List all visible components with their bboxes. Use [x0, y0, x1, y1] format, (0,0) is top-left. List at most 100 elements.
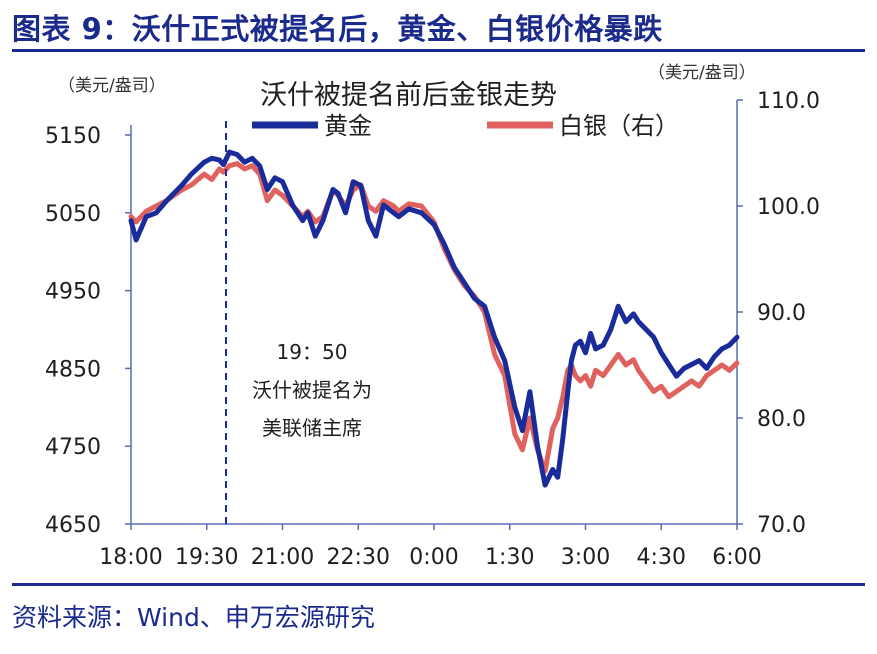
silver-point [528, 416, 532, 420]
silver-point [705, 374, 708, 377]
gold-point [735, 336, 739, 339]
silver-point [266, 199, 269, 202]
gold-point [682, 367, 686, 370]
left-tick-label: 4950 [45, 280, 101, 305]
silver-point [574, 374, 577, 377]
right-tick-label: 90.0 [757, 301, 806, 326]
gold-point [728, 343, 731, 347]
silver-point [637, 369, 640, 372]
gold-point [536, 445, 539, 448]
right-tick-label: 100.0 [757, 195, 820, 220]
gold-point [675, 375, 678, 378]
silver-point [218, 167, 221, 171]
gold-point [609, 328, 612, 331]
gold-point [442, 242, 446, 246]
silver-point [579, 379, 582, 383]
legend: 黄金 白银（右） [252, 112, 679, 140]
silver-point [609, 363, 612, 367]
gold-point [228, 150, 231, 154]
gold-point [165, 199, 168, 203]
silver-point [589, 385, 592, 388]
silver-point [222, 170, 225, 174]
silver-point [675, 390, 678, 393]
silver-point [281, 194, 284, 197]
silver-point [632, 358, 635, 361]
source-note: 资料来源：Wind、申万宏源研究 [12, 603, 375, 632]
gold-point [705, 367, 708, 370]
x-tick-label: 0:00 [409, 545, 458, 570]
gold-point [218, 158, 221, 162]
silver-point [561, 395, 564, 398]
left-tick-label: 4650 [45, 513, 101, 538]
gold-point [493, 336, 496, 339]
gold-point [129, 219, 133, 222]
left-tick-label: 4850 [45, 357, 101, 382]
gold-point [570, 359, 573, 362]
silver-point [392, 204, 395, 208]
silver-point [243, 167, 246, 171]
silver-point [720, 363, 724, 367]
gold-point [243, 161, 246, 164]
gold-point [420, 211, 423, 214]
gold-point [210, 157, 213, 160]
silver-point [617, 353, 620, 356]
gold-point [266, 188, 269, 191]
gold-point [551, 468, 554, 471]
gold-point [273, 176, 277, 179]
gold-point [521, 429, 524, 432]
right-tick-label: 70.0 [757, 513, 806, 538]
gold-point [473, 297, 476, 300]
left-axis: 4650 4750 4850 4950 5050 5150 [45, 124, 132, 538]
gold-point [314, 234, 317, 238]
gold-point [359, 184, 362, 187]
x-axis: 18:00 19:30 21:00 22:30 0:00 1:30 3:00 4:30 6:00 [99, 523, 762, 570]
silver-point [735, 361, 739, 365]
silver-point [407, 202, 410, 206]
gold-point [382, 203, 385, 207]
gold-point [291, 203, 294, 207]
silver-point [697, 385, 701, 388]
silver-point [210, 178, 213, 181]
gold-point [281, 180, 284, 183]
gold-point [667, 363, 670, 366]
silver-point [228, 164, 231, 167]
gold-point [617, 305, 620, 308]
silver-point [521, 448, 524, 451]
gold-points [129, 150, 739, 487]
gold-point [453, 266, 456, 269]
gold-point [336, 192, 340, 195]
gold-point [235, 153, 239, 156]
silver-point [690, 379, 693, 383]
x-tick-label: 6:00 [712, 545, 761, 570]
gold-point [594, 347, 597, 351]
gold-point [190, 172, 193, 176]
silver-point [660, 385, 663, 388]
silver-point [374, 210, 378, 213]
event-annotation-line: 美联储主席 [262, 416, 362, 440]
gold-point [713, 355, 716, 358]
event-annotation-line: 沃什被提名为 [252, 378, 372, 402]
gold-point [180, 184, 183, 187]
gold-point [637, 320, 640, 323]
gold-point [561, 437, 564, 440]
gold-point [697, 359, 701, 362]
x-tick-label: 1:30 [485, 545, 534, 570]
gold-point [407, 207, 410, 211]
left-tick-label: 4750 [45, 435, 101, 460]
right-tick-label: 80.0 [757, 407, 806, 432]
silver-point [551, 427, 554, 430]
footer-divider [12, 583, 865, 586]
gold-point [155, 211, 158, 214]
gold-point [720, 347, 724, 351]
silver-point [155, 204, 158, 208]
gold-point [574, 343, 577, 347]
gold-point [258, 164, 261, 168]
gold-point [134, 238, 138, 242]
gold-point [632, 312, 635, 316]
silver-point [273, 188, 277, 192]
silver-point [728, 369, 731, 372]
left-axis-unit: （美元/盎司） [58, 76, 166, 96]
gold-point [432, 223, 436, 226]
gold-point [367, 219, 370, 222]
gold-point [331, 188, 335, 191]
